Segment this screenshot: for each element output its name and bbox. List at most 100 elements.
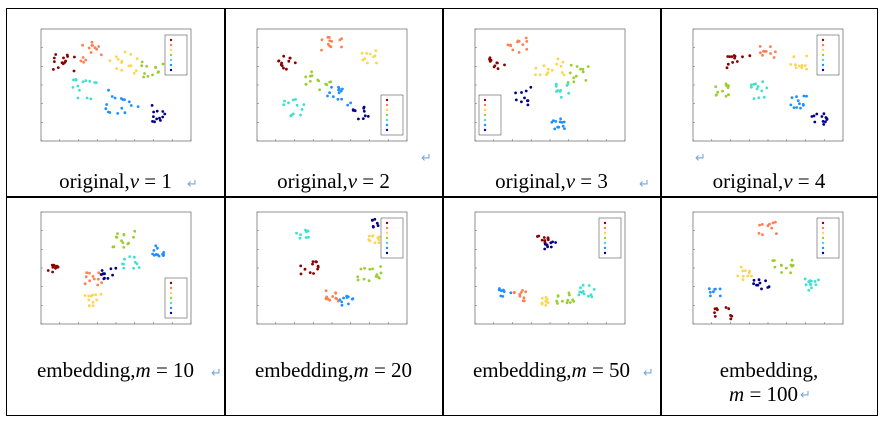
scatter-point bbox=[561, 299, 564, 303]
scatter-point bbox=[113, 96, 117, 100]
scatter-point bbox=[544, 304, 548, 307]
scatter-point bbox=[725, 66, 729, 70]
scatter-point bbox=[335, 297, 338, 301]
caption-equals: = bbox=[139, 169, 162, 193]
scatter-point bbox=[568, 293, 571, 297]
legend-box bbox=[164, 34, 188, 76]
scatter-point bbox=[116, 112, 120, 115]
scatter-point bbox=[752, 282, 755, 286]
scatter-point bbox=[526, 99, 530, 102]
scatter-point bbox=[760, 223, 764, 226]
scatter-point bbox=[554, 241, 557, 244]
scatter-point bbox=[757, 231, 761, 235]
cell-embedding-m100: embedding, m = 100 ↵ bbox=[661, 198, 877, 415]
scatter-point bbox=[824, 120, 827, 124]
scatter-point bbox=[142, 75, 145, 79]
scatter-point bbox=[560, 71, 564, 74]
caption-prefix: embedding, bbox=[254, 358, 354, 382]
scatter-point bbox=[534, 73, 537, 76]
legend-marker bbox=[385, 226, 389, 230]
scatter-point bbox=[347, 302, 350, 306]
scatter-point bbox=[726, 55, 730, 58]
legend-marker bbox=[821, 226, 825, 230]
scatter-point bbox=[295, 103, 299, 107]
scatter-point bbox=[71, 86, 75, 89]
scatter-point bbox=[283, 99, 286, 103]
scatter-point bbox=[581, 70, 585, 74]
legend-marker bbox=[385, 103, 389, 107]
scatter-point bbox=[817, 278, 820, 282]
legend-box bbox=[380, 217, 404, 259]
legend-marker bbox=[385, 118, 389, 122]
scatter-point bbox=[769, 45, 772, 48]
scatter-point bbox=[62, 56, 65, 60]
scatter-point bbox=[556, 302, 559, 305]
scatter-point bbox=[151, 120, 154, 123]
scatter-point bbox=[111, 273, 114, 277]
scatter-point bbox=[555, 299, 559, 303]
scatter-point bbox=[331, 295, 334, 298]
scatter-point bbox=[556, 294, 560, 298]
scatter-point bbox=[509, 43, 512, 47]
scatter-point bbox=[293, 61, 297, 65]
legend-marker bbox=[169, 38, 173, 42]
caption-equals: = bbox=[744, 382, 767, 406]
scatter-point bbox=[746, 274, 750, 278]
scatter-point bbox=[52, 68, 55, 71]
scatter-point bbox=[750, 274, 753, 278]
cell-original-v3: original,v = 3 ↵ bbox=[443, 9, 660, 196]
scatter-point bbox=[350, 297, 354, 301]
scatter-point bbox=[106, 277, 110, 280]
scatter-point bbox=[331, 95, 335, 98]
scatter-point bbox=[731, 61, 734, 64]
scatter-point bbox=[757, 96, 761, 100]
scatter-point bbox=[749, 83, 753, 87]
table-divider bbox=[660, 9, 662, 415]
scatter-point bbox=[341, 87, 344, 91]
scatter-point bbox=[561, 124, 565, 128]
scatter-point bbox=[375, 61, 378, 65]
legend-marker bbox=[821, 236, 825, 240]
scatter-point bbox=[755, 283, 758, 287]
scatter-point bbox=[366, 115, 370, 118]
scatter-point bbox=[789, 103, 793, 107]
scatter-point bbox=[161, 110, 165, 113]
legend-marker bbox=[821, 38, 825, 42]
caption-equals: = bbox=[575, 169, 598, 193]
scatter-point bbox=[108, 111, 112, 114]
scatter-point bbox=[328, 91, 331, 95]
scatter-point bbox=[792, 106, 796, 109]
scatter-point bbox=[730, 55, 734, 58]
scatter-point bbox=[371, 219, 374, 222]
scatter-point bbox=[52, 56, 56, 60]
scatter-point bbox=[360, 51, 364, 55]
scatter-point bbox=[758, 281, 762, 285]
scatter-point bbox=[514, 91, 517, 95]
caption-equals: = bbox=[586, 358, 610, 382]
scatter-point bbox=[525, 47, 529, 51]
scatter-point bbox=[503, 63, 506, 67]
scatter-point bbox=[99, 53, 103, 57]
scatter-point bbox=[63, 61, 67, 64]
scatter-point bbox=[810, 286, 813, 290]
scatter-point bbox=[156, 246, 159, 250]
scatter-point bbox=[761, 80, 765, 84]
scatter-point bbox=[368, 52, 372, 56]
scatter-point bbox=[320, 48, 323, 52]
scatter-point bbox=[748, 54, 752, 58]
scatter-point bbox=[517, 51, 521, 54]
scatter-point bbox=[813, 280, 817, 283]
table-divider bbox=[7, 196, 877, 198]
caption-prefix: embedding, bbox=[472, 358, 572, 382]
figure-table: original,v = 1 ↵ original,v = 2 ↵ origin… bbox=[6, 8, 878, 416]
scatter-point bbox=[379, 271, 383, 275]
scatter-point bbox=[88, 271, 91, 275]
scatter-plot-svg bbox=[692, 28, 844, 142]
scatter-point bbox=[581, 290, 585, 293]
scatter-point bbox=[713, 315, 717, 318]
scatter-point bbox=[316, 267, 319, 271]
scatter-point bbox=[299, 272, 303, 276]
scatter-point bbox=[803, 277, 807, 281]
scatter-point bbox=[743, 269, 747, 273]
scatter-point bbox=[708, 290, 712, 294]
